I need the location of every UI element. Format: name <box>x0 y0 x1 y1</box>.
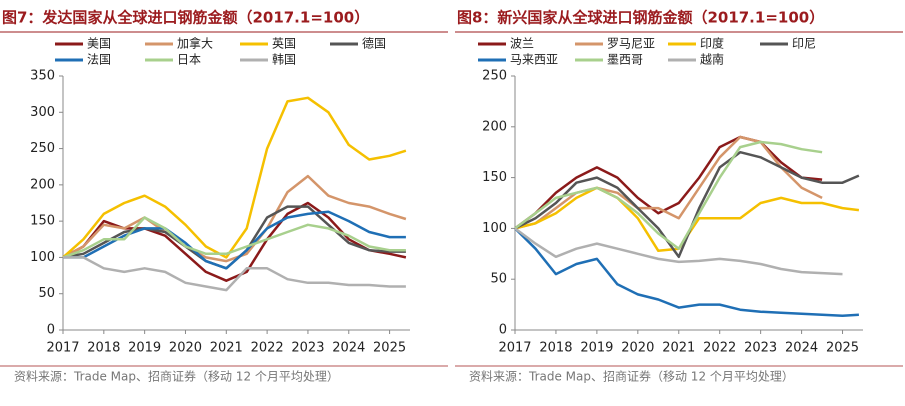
x-tick-label: 2022 <box>703 341 736 356</box>
x-tick-label: 2023 <box>744 341 777 356</box>
x-tick-label: 2018 <box>87 341 120 356</box>
x-tick-label: 2024 <box>332 341 365 356</box>
x-tick-label: 2018 <box>539 341 572 356</box>
series-line <box>63 210 406 270</box>
x-tick-label: 2019 <box>580 341 613 356</box>
y-tick-label: 200 <box>482 119 507 134</box>
source-note: 资料来源：Trade Map、招商证券（移动 12 个月平均处理） <box>14 369 339 384</box>
y-tick-label: 50 <box>38 286 55 301</box>
series-line <box>514 186 860 253</box>
legend-label: 印尼 <box>792 37 816 51</box>
series-line <box>514 227 859 318</box>
legend-label: 法国 <box>87 53 111 67</box>
y-tick-label: 350 <box>30 69 55 84</box>
x-tick-label: 2025 <box>826 341 859 356</box>
legend-label: 越南 <box>700 52 724 67</box>
x-tick-label: 2017 <box>498 341 531 356</box>
y-tick-label: 250 <box>30 141 55 156</box>
y-tick-label: 150 <box>482 170 507 185</box>
y-tick-label: 0 <box>499 323 507 338</box>
y-tick-label: 50 <box>490 272 507 287</box>
x-tick-label: 2021 <box>662 341 695 356</box>
legend-label: 波兰 <box>510 37 534 51</box>
legend-label: 美国 <box>87 37 111 51</box>
legend-label: 印度 <box>700 36 724 51</box>
chart-title: 图7：发达国家从全球进口钢筋金额（2017.1=100） <box>2 9 369 27</box>
y-tick-label: 300 <box>30 105 55 120</box>
x-tick-label: 2020 <box>169 341 202 356</box>
x-tick-label: 2023 <box>291 341 324 356</box>
x-tick-label: 2022 <box>251 341 284 356</box>
chart-title: 图8：新兴国家从全球进口钢筋金额（2017.1=100） <box>457 9 824 27</box>
series-line <box>514 140 823 250</box>
legend-label: 德国 <box>362 36 386 51</box>
y-tick-label: 100 <box>30 250 55 265</box>
legend-label: 墨西哥 <box>607 53 643 67</box>
series-line <box>63 256 406 292</box>
series-line <box>62 96 407 259</box>
x-tick-label: 2025 <box>373 341 406 356</box>
y-tick-label: 250 <box>482 69 507 84</box>
series-line <box>514 227 843 276</box>
y-tick-label: 150 <box>30 214 55 229</box>
series-line <box>62 216 406 259</box>
legend-label: 日本 <box>177 53 201 67</box>
source-note: 资料来源：Trade Map、招商证券（移动 12 个月平均处理） <box>469 369 794 384</box>
y-tick-label: 100 <box>482 221 507 236</box>
legend-label: 加拿大 <box>177 36 213 51</box>
legend-label: 英国 <box>272 37 296 51</box>
series-line <box>514 135 823 230</box>
legend-label: 马来西亚 <box>510 53 558 67</box>
chart-panel: 图8：新兴国家从全球进口钢筋金额（2017.1=100） 资料来源：Trade M… <box>455 9 903 384</box>
y-tick-label: 0 <box>47 323 55 338</box>
x-tick-label: 2024 <box>785 341 818 356</box>
legend-label: 罗马尼亚 <box>607 37 655 51</box>
x-tick-label: 2020 <box>621 341 654 356</box>
series-line <box>514 135 823 230</box>
x-tick-label: 2019 <box>128 341 161 356</box>
x-tick-label: 2021 <box>210 341 243 356</box>
chart-panel: 图7：发达国家从全球进口钢筋金额（2017.1=100） 资料来源：Trade M… <box>0 9 448 384</box>
x-tick-label: 2017 <box>46 341 79 356</box>
series-line <box>62 174 407 263</box>
legend-label: 韩国 <box>272 52 296 67</box>
y-tick-label: 200 <box>30 177 55 192</box>
